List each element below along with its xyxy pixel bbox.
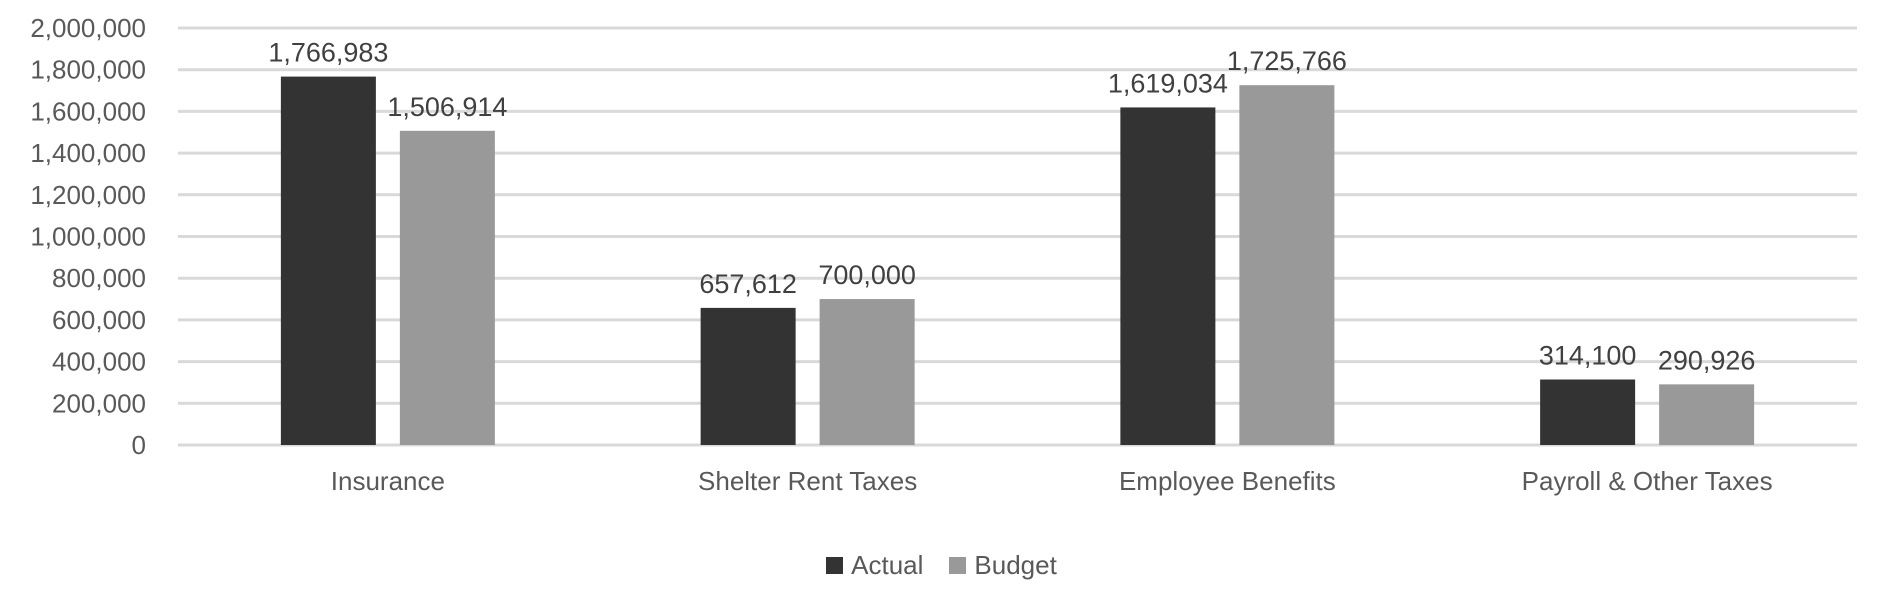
data-labels: 1,766,983 1,506,914 657,612 700,000 1,619,03…	[268, 38, 1755, 376]
bar-budget-2	[1239, 85, 1335, 445]
data-label-budget-3: 290,926	[1658, 345, 1756, 375]
x-tick-label: Payroll & Other Taxes	[1522, 466, 1773, 496]
data-label-actual-0: 1,766,983	[268, 38, 388, 68]
x-tick-label: Shelter Rent Taxes	[698, 466, 917, 496]
legend-label-actual: Actual	[851, 549, 924, 580]
y-tick-label: 400,000	[52, 347, 146, 377]
legend-item-actual: Actual	[826, 550, 923, 581]
y-tick-label: 200,000	[52, 388, 146, 418]
y-tick-label: 1,200,000	[30, 180, 146, 210]
data-label-actual-3: 314,100	[1539, 341, 1637, 371]
x-tick-label: Employee Benefits	[1119, 466, 1336, 496]
legend: Actual Budget	[0, 548, 1883, 582]
bars	[280, 76, 1755, 446]
y-tick-label: 1,000,000	[30, 222, 146, 252]
legend-item-budget: Budget	[949, 549, 1057, 581]
bar-actual-2	[1120, 107, 1216, 446]
legend-swatch-actual	[826, 556, 844, 574]
bar-chart: 0 200,000 400,000 600,000 800,000 1,000,000 1,…	[30, 13, 1857, 496]
data-label-actual-1: 657,612	[699, 269, 797, 299]
bar-budget-3	[1659, 384, 1755, 445]
data-label-budget-2: 1,725,766	[1227, 46, 1347, 76]
bar-actual-3	[1540, 379, 1636, 445]
data-label-actual-2: 1,619,034	[1108, 68, 1228, 98]
data-label-budget-0: 1,506,914	[387, 92, 507, 122]
bar-budget-1	[819, 299, 915, 445]
x-axis: Insurance Shelter Rent Taxes Employee Bene…	[331, 466, 1773, 496]
y-tick-label: 600,000	[52, 305, 146, 335]
bar-budget-0	[399, 130, 495, 446]
y-tick-label: 1,800,000	[30, 55, 146, 85]
legend-swatch-budget	[949, 556, 967, 574]
y-tick-label: 800,000	[52, 263, 146, 293]
y-tick-label: 1,400,000	[30, 138, 146, 168]
y-tick-label: 2,000,000	[30, 13, 146, 43]
y-tick-label: 1,600,000	[30, 96, 146, 126]
data-label-budget-1: 700,000	[818, 260, 916, 290]
x-tick-label: Insurance	[331, 466, 445, 496]
y-axis: 0 200,000 400,000 600,000 800,000 1,000,000 1,…	[30, 13, 146, 460]
bar-actual-1	[700, 307, 796, 445]
bar-actual-0	[280, 76, 376, 445]
legend-label-budget: Budget	[974, 549, 1057, 580]
y-tick-label: 0	[132, 430, 146, 460]
